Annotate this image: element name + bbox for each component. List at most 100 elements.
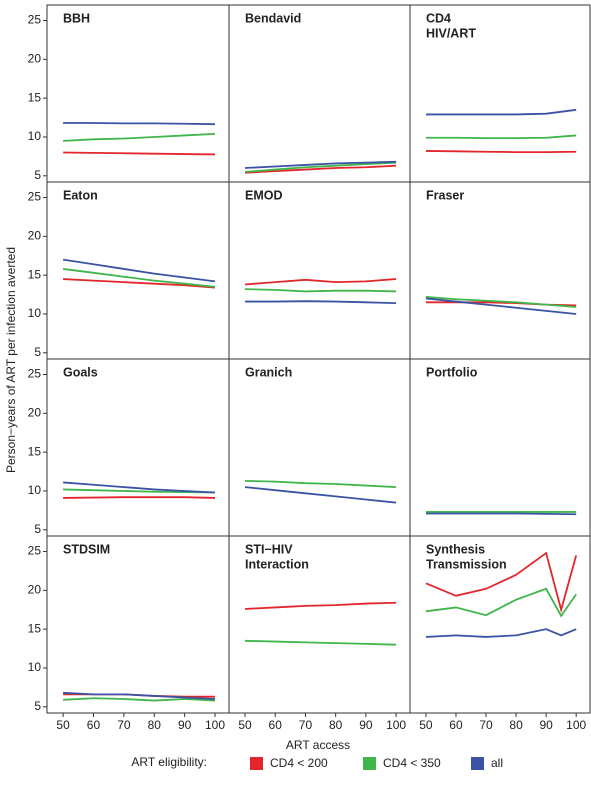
panel-title: CD4 <box>426 11 451 25</box>
x-tick-label: 50 <box>56 718 70 732</box>
series-line <box>425 295 577 308</box>
panel-frame <box>46 535 230 714</box>
series-line <box>244 601 397 610</box>
panel-title: Synthesis <box>426 542 485 556</box>
x-tick-label: 80 <box>148 718 162 732</box>
series-line <box>63 132 216 142</box>
y-tick-label: 15 <box>28 621 42 635</box>
y-axis-label: Person−years of ART per infection averte… <box>4 247 18 473</box>
x-tick-label: 60 <box>87 718 101 732</box>
x-tick-label: 80 <box>329 718 343 732</box>
y-tick-label: 25 <box>28 190 42 204</box>
series-line <box>425 150 577 154</box>
series-line <box>63 488 216 494</box>
panel-title: BBH <box>63 11 90 25</box>
y-tick-label: 15 <box>28 444 42 458</box>
panel-title: Bendavid <box>245 11 301 25</box>
series-line <box>63 481 216 494</box>
y-tick-label: 20 <box>28 229 42 243</box>
series-line <box>244 278 397 286</box>
series-line <box>244 479 397 488</box>
y-tick-label: 5 <box>34 345 41 359</box>
series-line <box>63 122 216 126</box>
x-axis-label: ART access <box>286 738 350 752</box>
series-line <box>62 268 216 288</box>
series-line <box>63 697 216 702</box>
x-tick-label: 70 <box>479 718 493 732</box>
panel-title: STI−HIV <box>245 542 293 556</box>
y-tick-label: 20 <box>28 52 42 66</box>
x-tick-label: 50 <box>419 718 433 732</box>
x-tick-label: 60 <box>269 718 283 732</box>
panel-title: Interaction <box>245 557 309 571</box>
panel-title: HIV/ART <box>426 26 476 40</box>
legend-swatch <box>250 757 263 770</box>
series-line <box>425 512 577 516</box>
legend-swatch <box>471 757 484 770</box>
y-tick-label: 25 <box>28 367 42 381</box>
x-tick-label: 90 <box>539 718 553 732</box>
panel-frame <box>228 358 411 537</box>
series-line <box>425 551 578 614</box>
series-line <box>244 164 397 174</box>
series-line <box>63 278 216 289</box>
panel-frame <box>409 535 591 714</box>
y-tick-label: 10 <box>28 660 42 674</box>
panel-title: Fraser <box>426 188 464 202</box>
x-tick-label: 70 <box>299 718 313 732</box>
panel-title: Transmission <box>426 557 507 571</box>
series-line <box>63 151 216 156</box>
legend-label: CD4 < 200 <box>270 756 328 770</box>
series-line <box>244 161 397 173</box>
y-tick-label: 5 <box>34 699 41 713</box>
y-tick-label: 10 <box>28 306 42 320</box>
y-tick-label: 10 <box>28 129 42 143</box>
panel-title: Granich <box>245 365 292 379</box>
legend-label: all <box>491 756 503 770</box>
x-tick-label: 50 <box>238 718 252 732</box>
y-tick-label: 10 <box>28 483 42 497</box>
x-tick-label: 70 <box>117 718 131 732</box>
legend-title: ART eligibility: <box>131 755 207 769</box>
y-tick-label: 25 <box>28 544 42 558</box>
panel-frame <box>409 358 591 537</box>
panel-title: Portfolio <box>426 365 478 379</box>
legend-label: CD4 < 350 <box>383 756 441 770</box>
x-tick-label: 80 <box>509 718 523 732</box>
y-tick-label: 15 <box>28 267 42 281</box>
y-tick-label: 20 <box>28 406 42 420</box>
series-line <box>244 486 397 504</box>
panel-frame <box>409 181 591 360</box>
series-line <box>244 288 397 293</box>
series-line <box>425 587 577 618</box>
panel-frame <box>46 4 230 183</box>
panel-title: Goals <box>63 365 98 379</box>
panel-frame <box>228 181 411 360</box>
x-tick-label: 100 <box>205 718 225 732</box>
series-line <box>425 134 577 140</box>
x-tick-label: 90 <box>178 718 192 732</box>
series-line <box>244 160 397 169</box>
panel-title: Eaton <box>63 188 98 202</box>
panel-title: EMOD <box>245 188 283 202</box>
x-tick-label: 100 <box>386 718 406 732</box>
panel-frame <box>228 4 411 183</box>
x-tick-label: 90 <box>359 718 373 732</box>
series-line <box>63 496 216 499</box>
y-tick-label: 5 <box>34 168 41 182</box>
series-line <box>425 108 577 116</box>
series-line <box>425 628 577 638</box>
series-line <box>62 258 216 283</box>
y-tick-label: 5 <box>34 522 41 536</box>
panel-frame <box>46 358 230 537</box>
legend-swatch <box>363 757 376 770</box>
series-line <box>244 639 397 646</box>
y-tick-label: 25 <box>28 13 42 27</box>
x-tick-label: 100 <box>566 718 586 732</box>
y-tick-label: 15 <box>28 90 42 104</box>
y-tick-label: 20 <box>28 583 42 597</box>
x-tick-label: 60 <box>449 718 463 732</box>
series-line <box>425 297 577 315</box>
